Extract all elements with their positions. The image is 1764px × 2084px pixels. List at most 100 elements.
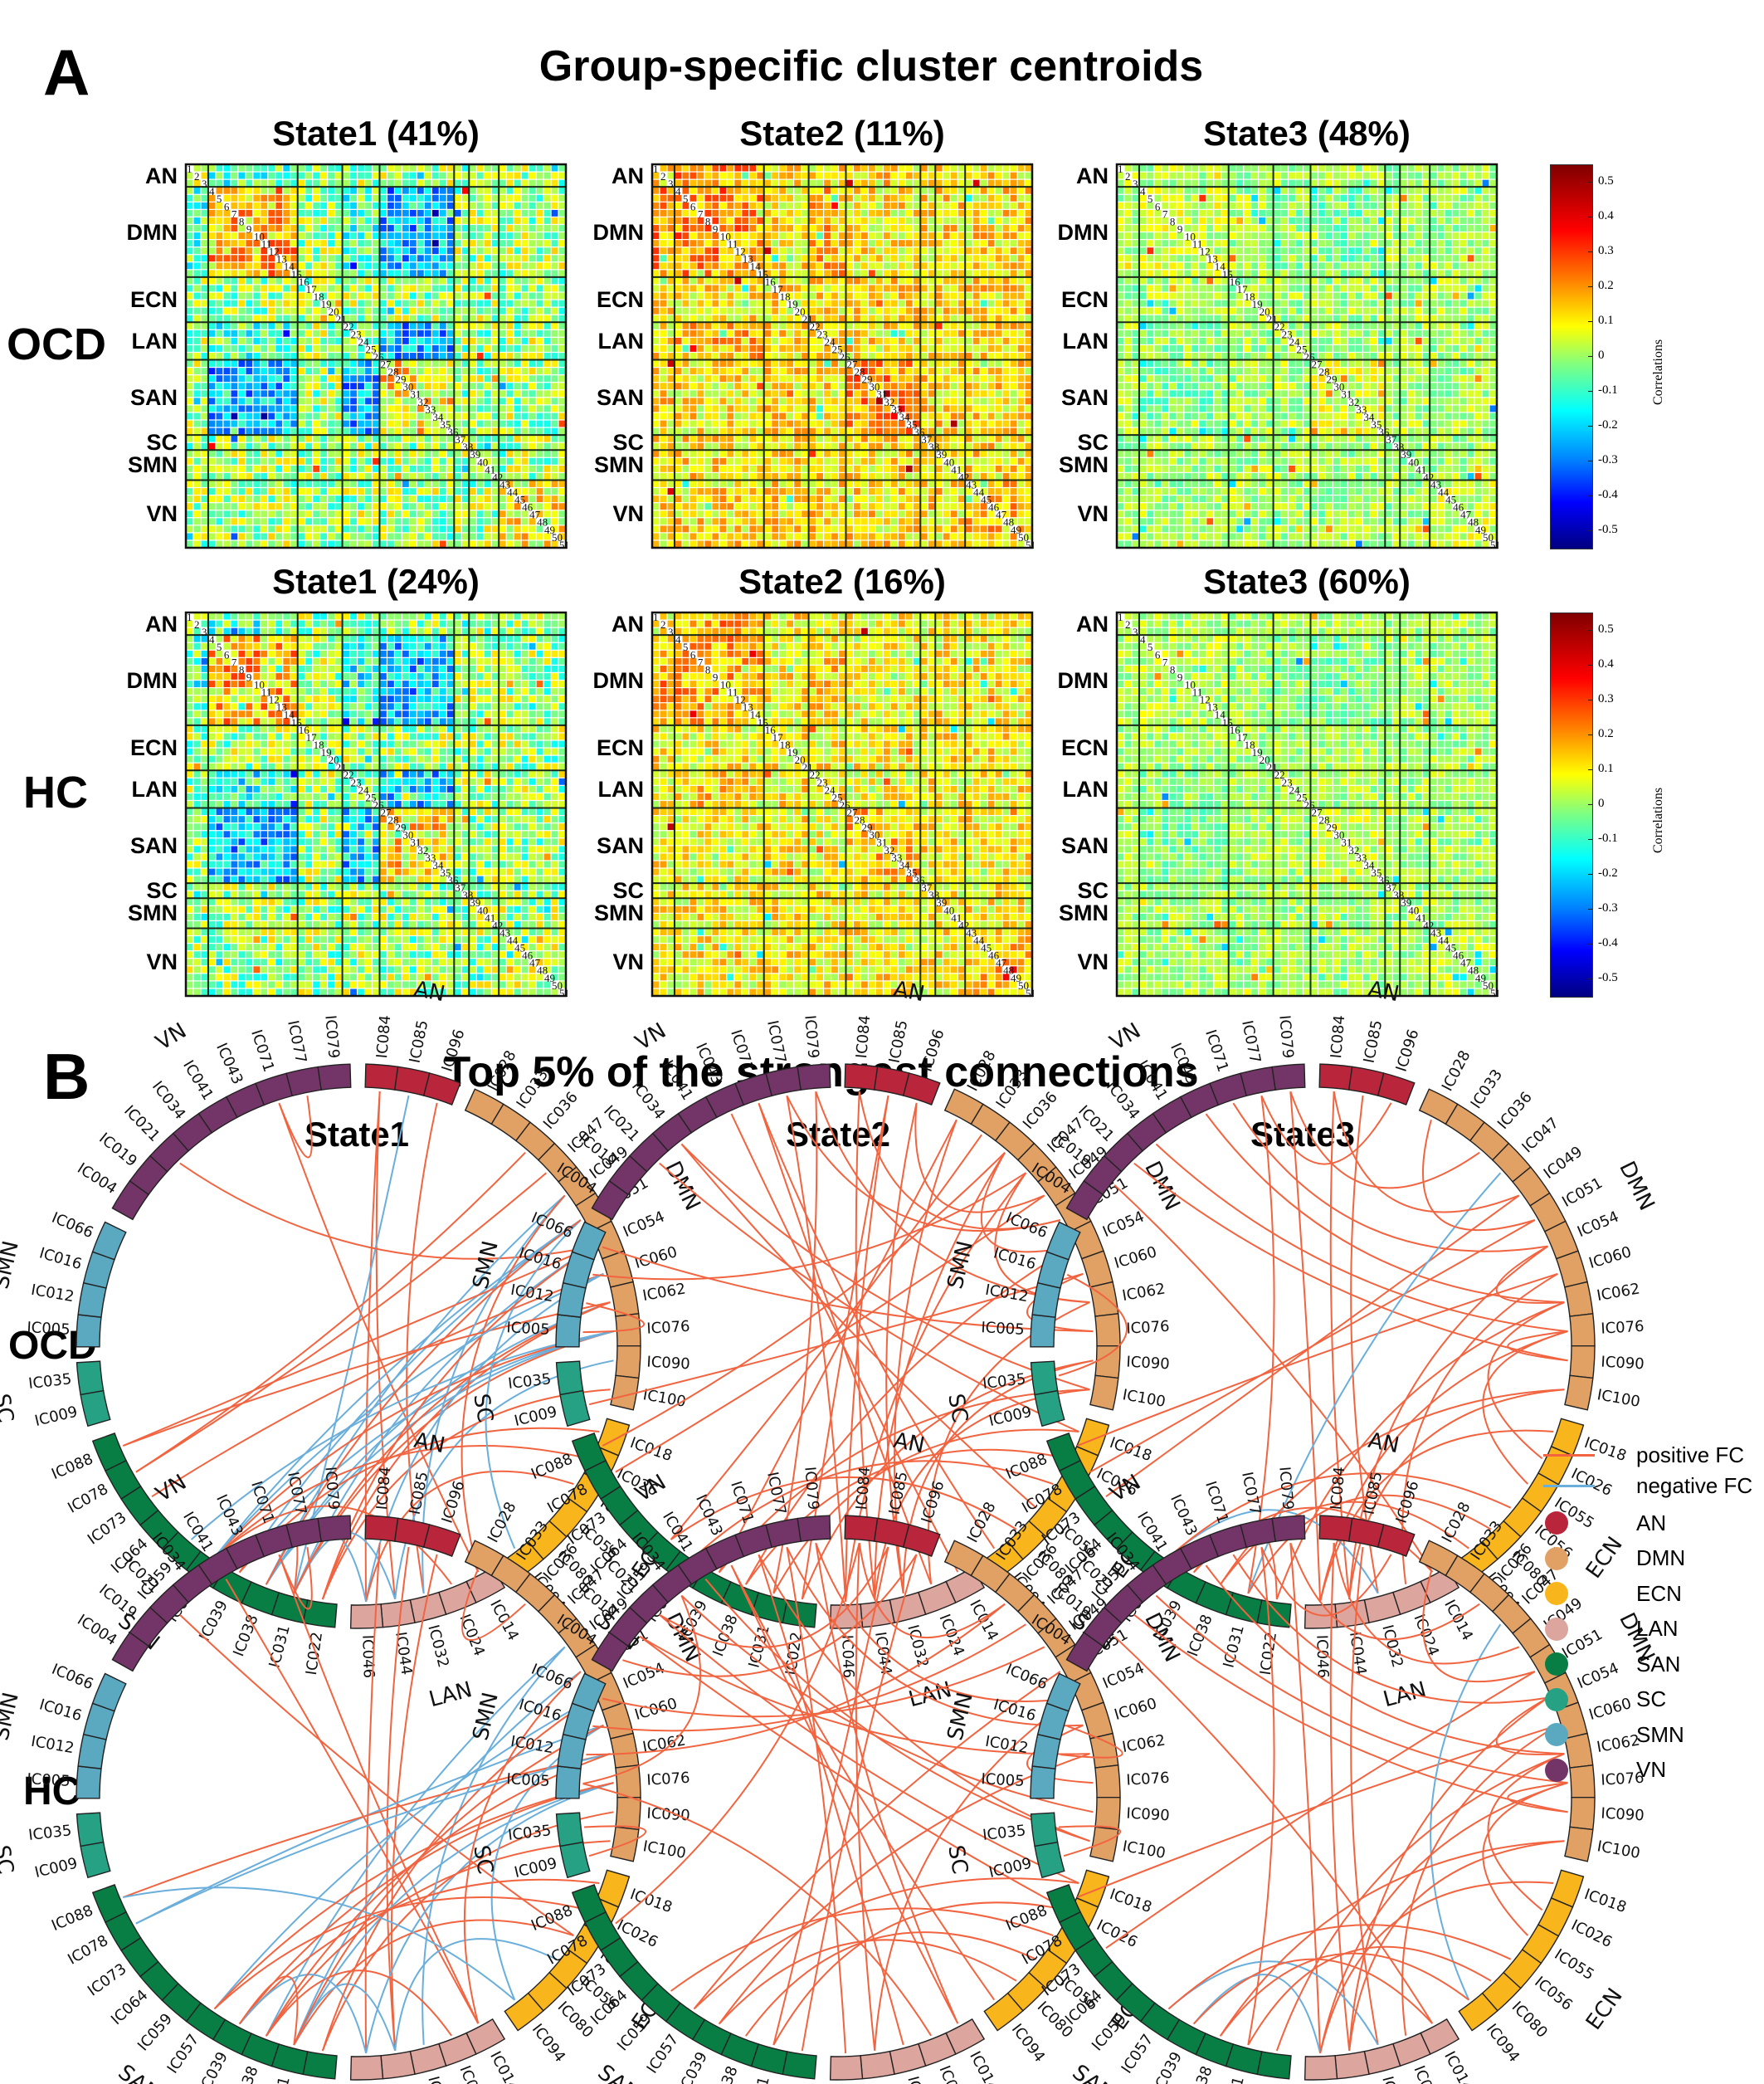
matrix-cell xyxy=(913,292,920,300)
matrix-cell xyxy=(424,202,431,209)
matrix-cell xyxy=(883,187,890,194)
matrix-cell xyxy=(749,420,757,427)
matrix-cell xyxy=(328,427,335,435)
matrix-cell xyxy=(551,202,558,209)
matrix-cell xyxy=(719,412,727,420)
matrix-cell xyxy=(980,225,987,232)
matrix-cell xyxy=(521,450,529,457)
network-label-san: SAN xyxy=(596,384,644,410)
matrix-cell xyxy=(328,518,335,525)
matrix-cell xyxy=(972,164,980,172)
matrix-cell xyxy=(749,194,757,202)
matrix-cell xyxy=(831,179,838,187)
matrix-cell xyxy=(675,465,682,472)
matrix-cell xyxy=(454,262,461,270)
matrix-cell xyxy=(238,420,246,427)
matrix-cell xyxy=(928,209,935,217)
matrix-cell xyxy=(809,194,816,202)
matrix-cell xyxy=(734,315,742,322)
matrix-cell xyxy=(846,353,853,359)
matrix-cell xyxy=(358,405,364,412)
matrix-cell xyxy=(410,375,417,383)
matrix-cell xyxy=(461,383,469,390)
matrix-cell xyxy=(734,202,742,209)
matrix-cell xyxy=(965,503,972,510)
matrix-cell xyxy=(558,172,566,179)
matrix-cell xyxy=(697,270,704,277)
matrix-cell xyxy=(424,427,431,435)
matrix-cell xyxy=(682,187,690,194)
matrix-cell xyxy=(454,412,461,420)
matrix-cell xyxy=(313,398,320,405)
matrix-cell xyxy=(846,420,853,427)
matrix-cell xyxy=(186,337,193,344)
matrix-cell xyxy=(824,398,831,405)
diagonal-index-label: 27 xyxy=(380,358,392,370)
matrix-cell xyxy=(328,398,335,405)
matrix-cell xyxy=(313,315,320,322)
matrix-cell xyxy=(417,329,424,337)
matrix-cell xyxy=(846,495,853,503)
matrix-cell xyxy=(216,322,223,329)
matrix-cell xyxy=(697,360,704,367)
matrix-cell xyxy=(208,518,216,525)
matrix-cell xyxy=(727,270,734,277)
matrix-cell xyxy=(521,488,529,495)
matrix-cell xyxy=(1002,450,1010,457)
matrix-cell xyxy=(667,225,675,232)
matrix-cell xyxy=(461,457,469,465)
matrix-cell xyxy=(506,518,514,525)
matrix-cell xyxy=(704,307,712,315)
matrix-cell xyxy=(1010,179,1017,187)
matrix-cell xyxy=(1017,247,1025,255)
matrix-cell xyxy=(193,398,201,405)
matrix-cell xyxy=(373,540,379,548)
matrix-cell xyxy=(417,285,424,292)
matrix-cell xyxy=(802,450,808,457)
matrix-cell xyxy=(543,353,551,359)
matrix-cell xyxy=(186,172,193,179)
matrix-cell xyxy=(987,179,995,187)
matrix-cell xyxy=(238,368,246,375)
matrix-cell xyxy=(704,247,712,255)
matrix-cell xyxy=(454,405,461,412)
matrix-cell xyxy=(350,247,357,255)
matrix-cell xyxy=(690,172,697,179)
matrix-cell xyxy=(697,187,704,194)
matrix-cell xyxy=(484,481,491,487)
matrix-cell xyxy=(958,495,965,503)
matrix-cell xyxy=(802,209,808,217)
matrix-cell xyxy=(424,345,431,352)
matrix-cell xyxy=(208,337,216,344)
matrix-cell xyxy=(446,345,454,352)
matrix-cell xyxy=(529,172,536,179)
matrix-cell xyxy=(298,450,305,457)
matrix-cell xyxy=(802,179,808,187)
matrix-cell xyxy=(779,277,787,285)
matrix-cell xyxy=(816,375,823,383)
matrix-cell xyxy=(675,307,682,315)
matrix-cell xyxy=(1010,375,1017,383)
matrix-cell xyxy=(275,420,283,427)
matrix-cell xyxy=(831,465,838,472)
matrix-cell xyxy=(682,322,690,329)
matrix-cell xyxy=(439,412,446,420)
matrix-cell xyxy=(476,412,484,420)
matrix-cell xyxy=(757,390,764,398)
matrix-cell xyxy=(343,420,349,427)
matrix-cell xyxy=(201,481,208,487)
matrix-cell xyxy=(839,300,845,307)
matrix-cell xyxy=(772,450,779,457)
matrix-cell xyxy=(1002,292,1010,300)
matrix-cell xyxy=(320,255,328,262)
matrix-cell xyxy=(727,368,734,375)
matrix-cell xyxy=(410,277,417,285)
matrix-cell xyxy=(712,172,719,179)
matrix-cell xyxy=(350,255,357,262)
matrix-cell xyxy=(551,187,558,194)
matrix-cell xyxy=(305,164,313,172)
matrix-cell xyxy=(727,202,734,209)
matrix-cell xyxy=(682,495,690,503)
matrix-cell xyxy=(514,525,521,533)
matrix-cell xyxy=(551,329,558,337)
